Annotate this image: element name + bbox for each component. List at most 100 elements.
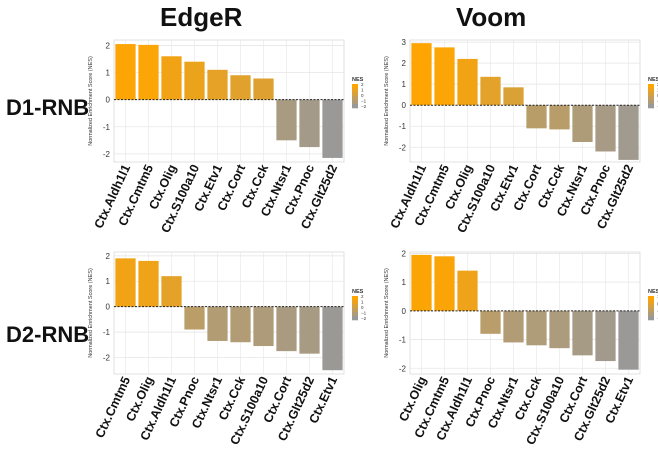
legend-color-step <box>352 304 358 309</box>
legend-tick-label: 0 <box>361 93 364 98</box>
legend-color-step <box>648 88 654 93</box>
y-tick-label: 0 <box>402 307 407 316</box>
y-axis-label: Normalized Enrichment Score (NES) <box>88 268 94 358</box>
bar-ctx-cmtm5 <box>434 47 455 106</box>
legend-color-step <box>352 312 358 317</box>
legend-title: NES <box>352 289 364 295</box>
legend-color-step <box>648 300 654 305</box>
legend-tick-label: 1 <box>361 88 364 93</box>
bar-ctx-aldh1l1 <box>161 276 182 307</box>
bar-ctx-aldh1l1 <box>457 270 478 311</box>
bar-ctx-glt25d2 <box>322 99 343 158</box>
bar-ctx-s100a10 <box>184 61 205 100</box>
chart-edger-d2: 210-1-2Ctx.Cmtm5Ctx.OligCtx.Aldh1l1Ctx.P… <box>88 251 367 447</box>
y-axis-label: Normalized Enrichment Score (NES) <box>384 268 390 358</box>
legend-tick-label: 2 <box>361 294 364 299</box>
bar-ctx-s100a10 <box>480 76 501 106</box>
bar-ctx-olig <box>138 260 159 307</box>
legend-tick-label: 2 <box>361 82 364 87</box>
legend-color-step <box>352 300 358 305</box>
legend-color-step <box>352 88 358 93</box>
y-tick-label: 1 <box>402 80 407 89</box>
legend-color-step <box>352 84 358 89</box>
bar-ctx-cck <box>253 78 274 100</box>
bar-ctx-s100a10 <box>549 310 570 349</box>
bar-ctx-etv1 <box>207 69 228 100</box>
chart-edger-d1: 210-1-2Ctx.Aldh1l1Ctx.Cmtm5Ctx.OligCtx.S… <box>88 39 367 235</box>
column-title-voom: Voom <box>456 2 527 32</box>
bar-ctx-etv1 <box>618 310 639 370</box>
y-tick-label: -2 <box>103 353 111 362</box>
legend-tick-label: 1 <box>361 300 364 305</box>
legend-title: NES <box>648 289 658 295</box>
legend-color-step <box>648 84 654 89</box>
bar-ctx-cck <box>526 310 547 346</box>
legend-tick-label: 0 <box>361 305 364 310</box>
y-tick-label: -1 <box>399 336 407 345</box>
legend-color-step <box>648 308 654 313</box>
column-title-edger: EdgeR <box>160 2 243 32</box>
bar-ctx-cmtm5 <box>434 256 455 311</box>
legend-color-step <box>648 296 654 301</box>
bar-ctx-glt25d2 <box>618 105 639 160</box>
bar-ctx-etv1 <box>322 306 343 371</box>
bar-ctx-pnoc <box>299 99 320 148</box>
y-axis-label: Normalized Enrichment Score (NES) <box>384 56 390 146</box>
y-tick-label: -1 <box>399 122 407 131</box>
legend-color-step <box>648 104 654 109</box>
y-tick-label: 0 <box>402 101 407 110</box>
legend-title: NES <box>352 77 364 83</box>
y-tick-label: -2 <box>399 364 407 373</box>
y-tick-label: -1 <box>103 328 111 337</box>
bar-ctx-cort <box>230 75 251 100</box>
y-tick-label: -2 <box>399 143 407 152</box>
bar-ctx-cmtm5 <box>138 44 159 100</box>
y-tick-label: 2 <box>106 252 111 261</box>
bar-ctx-cmtm5 <box>115 258 136 307</box>
bar-ctx-aldh1l1 <box>411 43 432 106</box>
chart-voom-d1: 3210-1-2Ctx.Aldh1l1Ctx.Cmtm5Ctx.OligCtx.… <box>384 38 658 235</box>
chart-voom-d2: 210-1-2Ctx.OligCtx.Cmtm5Ctx.Aldh1l1Ctx.P… <box>384 249 658 447</box>
legend-tick-label: −2 <box>361 104 367 109</box>
legend-color-step <box>648 92 654 97</box>
y-tick-label: -1 <box>103 123 111 132</box>
bar-ctx-ntsr1 <box>276 99 297 141</box>
legend-color-step <box>352 316 358 321</box>
legend-color-step <box>352 296 358 301</box>
legend-color-step <box>352 104 358 109</box>
bar-ctx-glt25d2 <box>299 306 320 354</box>
bar-ctx-olig <box>161 56 182 100</box>
legend-tick-label: −2 <box>361 316 367 321</box>
row-title-d1-rnb: D1-RNB <box>6 95 90 120</box>
y-tick-label: 0 <box>106 303 111 312</box>
legend-color-step <box>352 308 358 313</box>
bar-ctx-pnoc <box>480 310 501 334</box>
y-tick-label: 1 <box>106 69 111 78</box>
y-tick-label: 2 <box>402 249 407 258</box>
bar-ctx-pnoc <box>184 306 205 330</box>
y-tick-label: 1 <box>106 277 111 286</box>
legend-color-step <box>352 100 358 105</box>
bar-ctx-ntsr1 <box>572 105 593 143</box>
y-tick-label: 2 <box>402 59 407 68</box>
y-axis-label: Normalized Enrichment Score (NES) <box>88 56 94 146</box>
legend-color-step <box>352 96 358 101</box>
bar-ctx-glt25d2 <box>595 310 616 362</box>
y-tick-label: 1 <box>402 278 407 287</box>
legend-color-step <box>648 96 654 101</box>
bar-ctx-pnoc <box>595 105 616 152</box>
y-tick-label: 3 <box>402 38 407 47</box>
bar-ctx-olig <box>457 58 478 106</box>
row-title-d2-rnb: D2-RNB <box>6 322 90 347</box>
legend-color-step <box>648 100 654 105</box>
bar-ctx-etv1 <box>503 87 524 106</box>
legend-title: NES <box>648 77 658 83</box>
bar-ctx-cort <box>572 310 593 356</box>
bar-ctx-s100a10 <box>253 306 274 347</box>
bar-ctx-ntsr1 <box>503 310 524 343</box>
bar-ctx-cck <box>549 105 570 130</box>
legend-color-step <box>648 304 654 309</box>
y-tick-label: 0 <box>106 96 111 105</box>
legend-tick-label: −1 <box>361 99 367 104</box>
bar-ctx-olig <box>411 254 432 311</box>
